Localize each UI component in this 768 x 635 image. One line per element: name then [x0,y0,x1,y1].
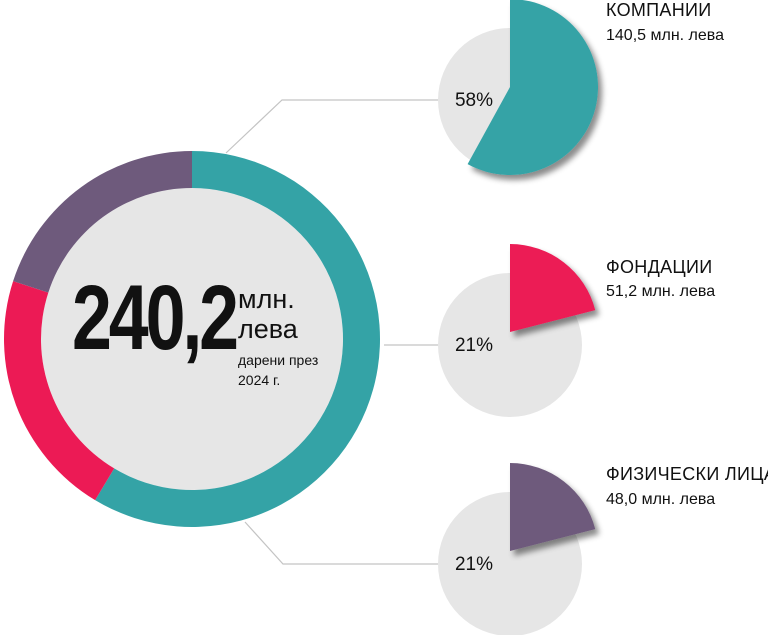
connector-line-companies [225,99,440,154]
pie-sector-individuals [510,463,596,551]
percent-label-foundations: 21% [454,335,494,356]
pie-foundations [438,244,596,417]
category-amount-foundations: 51,2 млн. лева [606,283,716,300]
donut-center [41,188,343,490]
category-name-companies: КОМПАНИИ [606,0,712,20]
pie-companies [438,0,598,175]
percent-label-individuals: 21% [454,554,494,575]
donut-segment-companies [95,151,381,527]
category-name-foundations: ФОНДАЦИИ [606,257,713,277]
pie-sector-foundations [510,244,596,332]
pie-individuals [438,463,596,635]
connector-line-individuals [244,521,440,565]
percent-label-companies: 58% [454,90,494,111]
total-description: дарени през 2024 г. [238,352,319,388]
category-name-individuals: ФИЗИЧЕСКИ ЛИЦА [606,464,768,484]
category-amount-companies: 140,5 млн. лева [606,27,724,44]
pie-sector-companies [467,0,598,175]
total-unit: млн. лева [238,284,298,344]
donut-segment-individuals [13,151,192,293]
total-value: 240,2 [72,267,239,369]
donut-segment-foundations [3,281,115,501]
category-amount-individuals: 48,0 млн. лева [606,491,716,508]
